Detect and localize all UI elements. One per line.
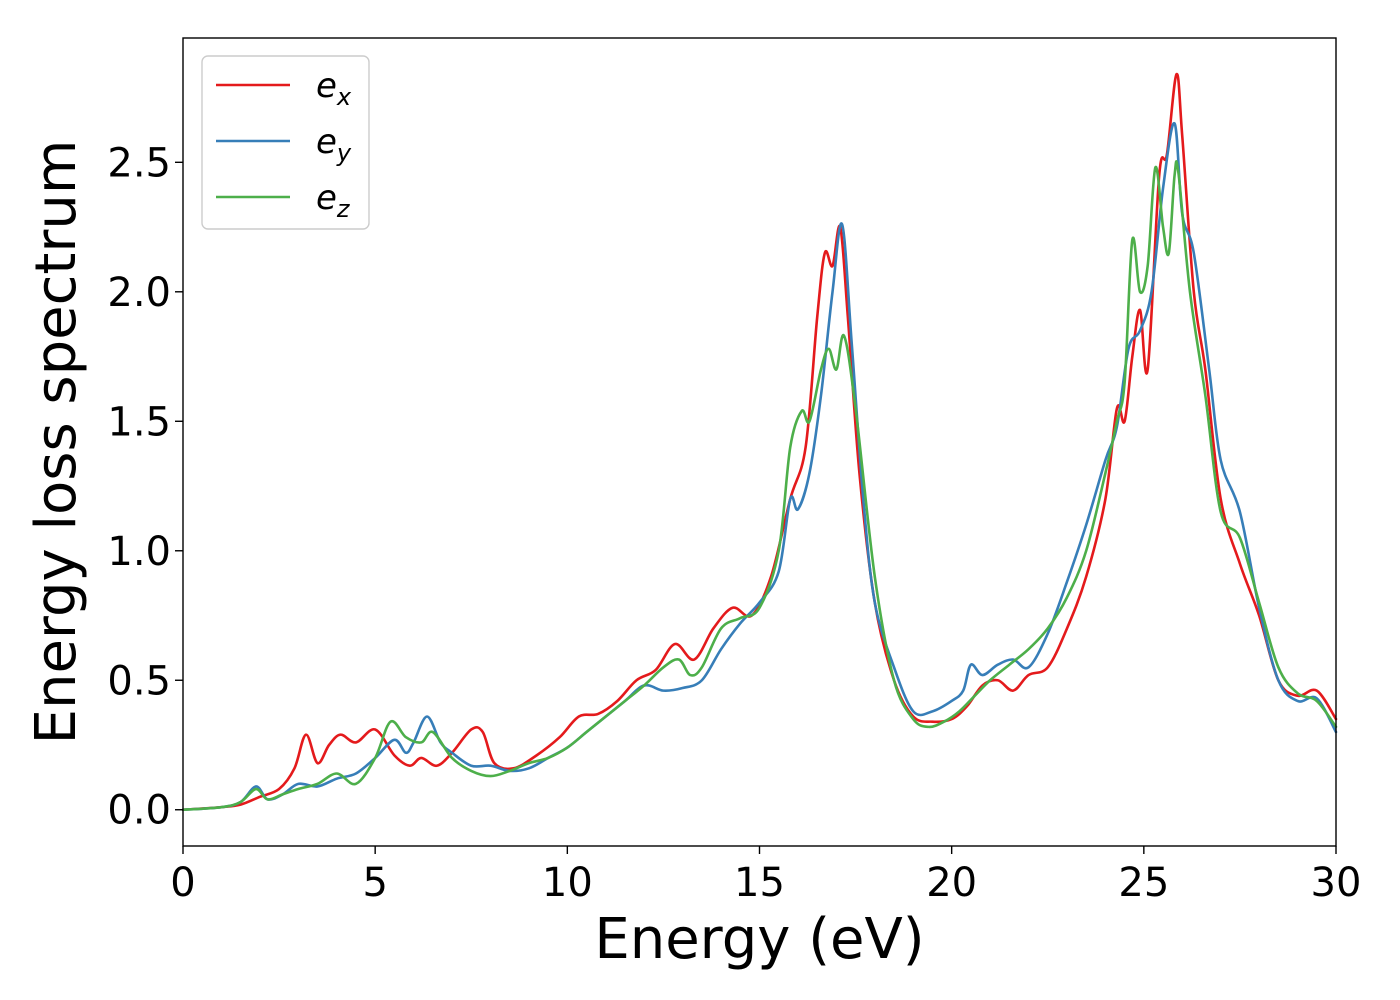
legend-label-z: ez: [316, 178, 351, 223]
legend: ex ey ez: [201, 55, 370, 230]
y-tick-label: 0.0: [107, 788, 171, 834]
y-axis-ticks: 0.0 0.5 1.0 1.5 2.0 2.5: [107, 140, 183, 834]
x-tick-label: 20: [926, 860, 977, 906]
y-tick-label: 1.0: [107, 529, 171, 575]
x-tick-label: 0: [170, 860, 195, 906]
y-axis-title: Energy loss spectrum: [24, 140, 89, 745]
y-tick-label: 2.0: [107, 270, 171, 316]
series-line-z: [181, 160, 1338, 812]
x-axis-title: Energy (eV): [594, 907, 924, 972]
x-axis-ticks: 0 5 10 15 20 25 30: [170, 846, 1361, 906]
y-tick-label: 1.5: [107, 399, 171, 445]
legend-label-y: ey: [316, 122, 352, 167]
x-tick-label: 10: [542, 860, 593, 906]
x-tick-label: 25: [1118, 860, 1169, 906]
x-tick-label: 30: [1311, 860, 1362, 906]
series-layer: [181, 72, 1338, 812]
y-tick-label: 2.5: [107, 140, 171, 186]
legend-entries: ex ey ez: [216, 66, 352, 223]
x-tick-label: 15: [734, 860, 785, 906]
legend-box: [201, 55, 370, 230]
legend-label-x: ex: [316, 66, 352, 111]
y-tick-label: 0.5: [107, 658, 171, 704]
x-tick-label: 5: [362, 860, 387, 906]
series-line-x: [181, 72, 1338, 812]
